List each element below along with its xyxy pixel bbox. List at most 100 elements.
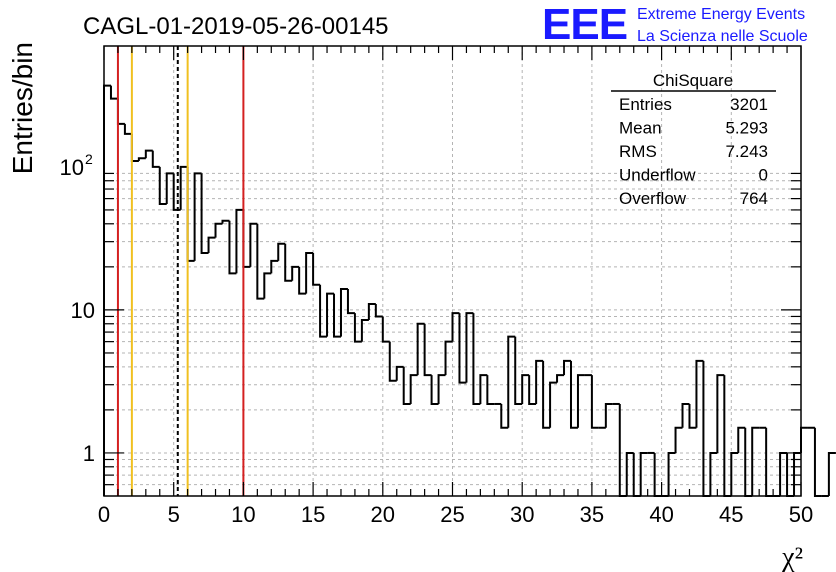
stats-row-value: 3201 bbox=[730, 95, 768, 114]
histogram-bin bbox=[730, 451, 739, 496]
histogram-bin bbox=[674, 426, 683, 453]
histogram-bin bbox=[249, 222, 258, 267]
histogram-bin bbox=[339, 288, 348, 337]
histogram-bin bbox=[681, 402, 690, 428]
eee-logo-line1: Extreme Energy Events bbox=[637, 6, 805, 23]
histogram-bin bbox=[109, 85, 118, 100]
histogram-bin bbox=[395, 365, 404, 381]
histogram-bin bbox=[444, 340, 453, 376]
histogram-bin bbox=[312, 252, 321, 286]
histogram-bin bbox=[277, 242, 286, 261]
histogram-bin bbox=[409, 374, 418, 404]
x-tick-label: 0 bbox=[98, 502, 110, 527]
stats-box-title: ChiSquare bbox=[653, 71, 733, 90]
histogram-bin bbox=[458, 313, 467, 384]
histogram-bin bbox=[298, 266, 307, 295]
eee-logo-mark: EEE bbox=[542, 0, 627, 49]
histogram-bin bbox=[569, 360, 578, 429]
histogram-bin bbox=[486, 375, 495, 405]
stats-row-label: RMS bbox=[619, 142, 657, 161]
y-tick-label: 1 bbox=[83, 441, 95, 466]
histogram-bin bbox=[228, 220, 237, 275]
histogram-bin bbox=[472, 313, 481, 405]
histogram-bin bbox=[319, 284, 328, 338]
histogram-bin bbox=[235, 208, 244, 274]
histogram-bin bbox=[270, 259, 279, 274]
y-axis-label: Entries/bin bbox=[7, 42, 38, 174]
histogram-bin bbox=[514, 336, 523, 405]
histogram-bin bbox=[451, 312, 460, 342]
histogram-bin bbox=[193, 172, 202, 261]
histogram-bin bbox=[465, 312, 474, 383]
histogram-bin bbox=[381, 316, 390, 343]
histogram-bin bbox=[576, 374, 585, 428]
stats-row-value: 7.243 bbox=[725, 142, 768, 161]
histogram-bin bbox=[563, 359, 571, 376]
histogram-bin bbox=[207, 236, 216, 253]
histogram-bin bbox=[221, 219, 230, 224]
histogram-bin bbox=[535, 359, 544, 404]
histogram-bin bbox=[333, 293, 341, 338]
histogram-bin bbox=[737, 426, 746, 453]
histogram-bin bbox=[291, 265, 300, 281]
histogram-bin bbox=[716, 374, 725, 453]
x-tick-label: 5 bbox=[168, 502, 180, 527]
x-tick-label: 25 bbox=[440, 502, 464, 527]
y-tick-label: 10 bbox=[60, 155, 84, 180]
histogram-bin bbox=[256, 223, 265, 300]
histogram-bin bbox=[388, 341, 397, 382]
x-tick-label: 40 bbox=[649, 502, 673, 527]
histogram-bin bbox=[144, 149, 153, 159]
stats-row-value: 5.293 bbox=[725, 119, 768, 138]
x-tick-label: 15 bbox=[301, 502, 325, 527]
histogram-bin bbox=[353, 313, 362, 343]
histogram-bin bbox=[214, 222, 223, 238]
histogram-bin bbox=[521, 374, 530, 404]
histogram-bin bbox=[179, 165, 188, 210]
histogram-bin bbox=[346, 289, 355, 315]
histogram-bin bbox=[556, 374, 565, 383]
eee-logo-line2: La Scienza nelle Scuole bbox=[637, 28, 808, 45]
histogram-bin bbox=[423, 323, 432, 377]
stats-row-label: Underflow bbox=[619, 166, 696, 185]
histogram-bin bbox=[151, 150, 160, 168]
histogram-bin bbox=[751, 426, 760, 496]
stats-row-value: 764 bbox=[740, 189, 768, 208]
histogram-bin bbox=[639, 451, 648, 496]
histogram-bin bbox=[360, 319, 369, 342]
histogram-bin bbox=[158, 166, 167, 206]
y-tick-label-exponent: 2 bbox=[85, 151, 93, 167]
histogram-bin bbox=[507, 335, 516, 428]
x-tick-label: 50 bbox=[789, 502, 813, 527]
x-tick-label: 10 bbox=[231, 502, 255, 527]
histogram-bin bbox=[528, 375, 537, 405]
histogram-bin bbox=[542, 360, 551, 429]
stats-row-label: Entries bbox=[619, 95, 672, 114]
histogram-bin bbox=[813, 427, 822, 497]
histogram-bin bbox=[305, 251, 314, 294]
x-tick-label: 20 bbox=[371, 502, 395, 527]
histogram-bin bbox=[430, 375, 439, 405]
histogram-bin bbox=[667, 451, 676, 496]
histogram-bin bbox=[590, 375, 599, 429]
histogram-bin bbox=[137, 157, 146, 161]
histogram-bin bbox=[500, 403, 509, 429]
stats-row-label: Mean bbox=[619, 119, 662, 138]
x-tick-label: 35 bbox=[580, 502, 604, 527]
y-tick-label: 10 bbox=[71, 298, 95, 323]
stats-row-label: Overflow bbox=[619, 189, 687, 208]
histogram-bin bbox=[402, 366, 411, 405]
histogram-bin bbox=[688, 403, 697, 429]
histogram-bin bbox=[709, 451, 718, 496]
histogram-bin bbox=[326, 292, 335, 337]
histogram-bin bbox=[200, 173, 209, 254]
histogram-bin bbox=[165, 172, 174, 205]
x-axis-label: χ² bbox=[781, 542, 803, 572]
threshold-lines bbox=[116, 46, 245, 496]
histogram-bin bbox=[695, 359, 704, 428]
histogram-bin bbox=[123, 123, 132, 135]
x-tick-label: 30 bbox=[510, 502, 534, 527]
chart-title: CAGL-01-2019-05-26-00145 bbox=[83, 13, 389, 40]
